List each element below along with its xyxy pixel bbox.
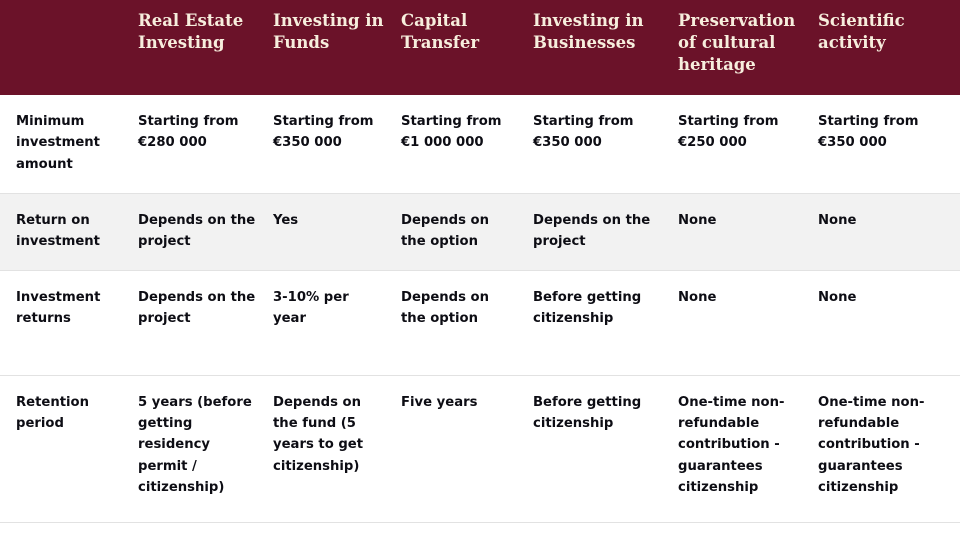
table-cell: Five years: [401, 375, 533, 523]
investment-comparison-table: Real Estate Investing Investing in Funds…: [0, 0, 960, 523]
column-header-preservation-of-cultural-heritage: Preservation of cultural heritage: [678, 0, 818, 95]
column-header-label: [0, 0, 138, 95]
table-cell: Depends on the project: [138, 270, 273, 376]
table-cell: Starting from €250 000: [678, 95, 818, 194]
table-row: Investment returns Depends on the projec…: [0, 270, 960, 376]
column-header-capital-transfer: Capital Transfer: [401, 0, 533, 95]
table-cell: Depends on the option: [401, 193, 533, 271]
row-label-return-on-investment: Return on investment: [0, 193, 138, 271]
table-cell: None: [818, 270, 960, 376]
table-cell: 3-10% per year: [273, 270, 401, 376]
row-label-retention-period: Retention period: [0, 375, 138, 523]
table-cell: Before getting citizenship: [533, 375, 678, 523]
table-cell: One-time non-refundable contribution - g…: [818, 375, 960, 523]
table-cell: Starting from €350 000: [818, 95, 960, 194]
table-row: Return on investment Depends on the proj…: [0, 193, 960, 271]
table-row: Minimum investment amount Starting from …: [0, 95, 960, 194]
table-cell: None: [818, 193, 960, 271]
table-cell: Depends on the option: [401, 270, 533, 376]
table-cell: One-time non-refundable contribution - g…: [678, 375, 818, 523]
table-cell: 5 years (before getting residency permit…: [138, 375, 273, 523]
table-cell: Depends on the fund (5 years to get citi…: [273, 375, 401, 523]
row-label-investment-returns: Investment returns: [0, 270, 138, 376]
table-cell: Starting from €1 000 000: [401, 95, 533, 194]
table-cell: None: [678, 270, 818, 376]
table-body: Minimum investment amount Starting from …: [0, 95, 960, 523]
table-cell: Starting from €350 000: [273, 95, 401, 194]
table-cell: Yes: [273, 193, 401, 271]
table-header: Real Estate Investing Investing in Funds…: [0, 0, 960, 95]
table-cell: Starting from €350 000: [533, 95, 678, 194]
column-header-scientific-activity: Scientific activity: [818, 0, 960, 95]
column-header-real-estate-investing: Real Estate Investing: [138, 0, 273, 95]
table-row: Retention period 5 years (before getting…: [0, 375, 960, 523]
table-cell: Before getting citizenship: [533, 270, 678, 376]
table-cell: Depends on the project: [533, 193, 678, 271]
column-header-investing-in-businesses: Investing in Businesses: [533, 0, 678, 95]
table-cell: Starting from €280 000: [138, 95, 273, 194]
column-header-investing-in-funds: Investing in Funds: [273, 0, 401, 95]
table-header-row: Real Estate Investing Investing in Funds…: [0, 0, 960, 95]
row-label-minimum-investment-amount: Minimum investment amount: [0, 95, 138, 194]
table-cell: None: [678, 193, 818, 271]
table-cell: Depends on the project: [138, 193, 273, 271]
